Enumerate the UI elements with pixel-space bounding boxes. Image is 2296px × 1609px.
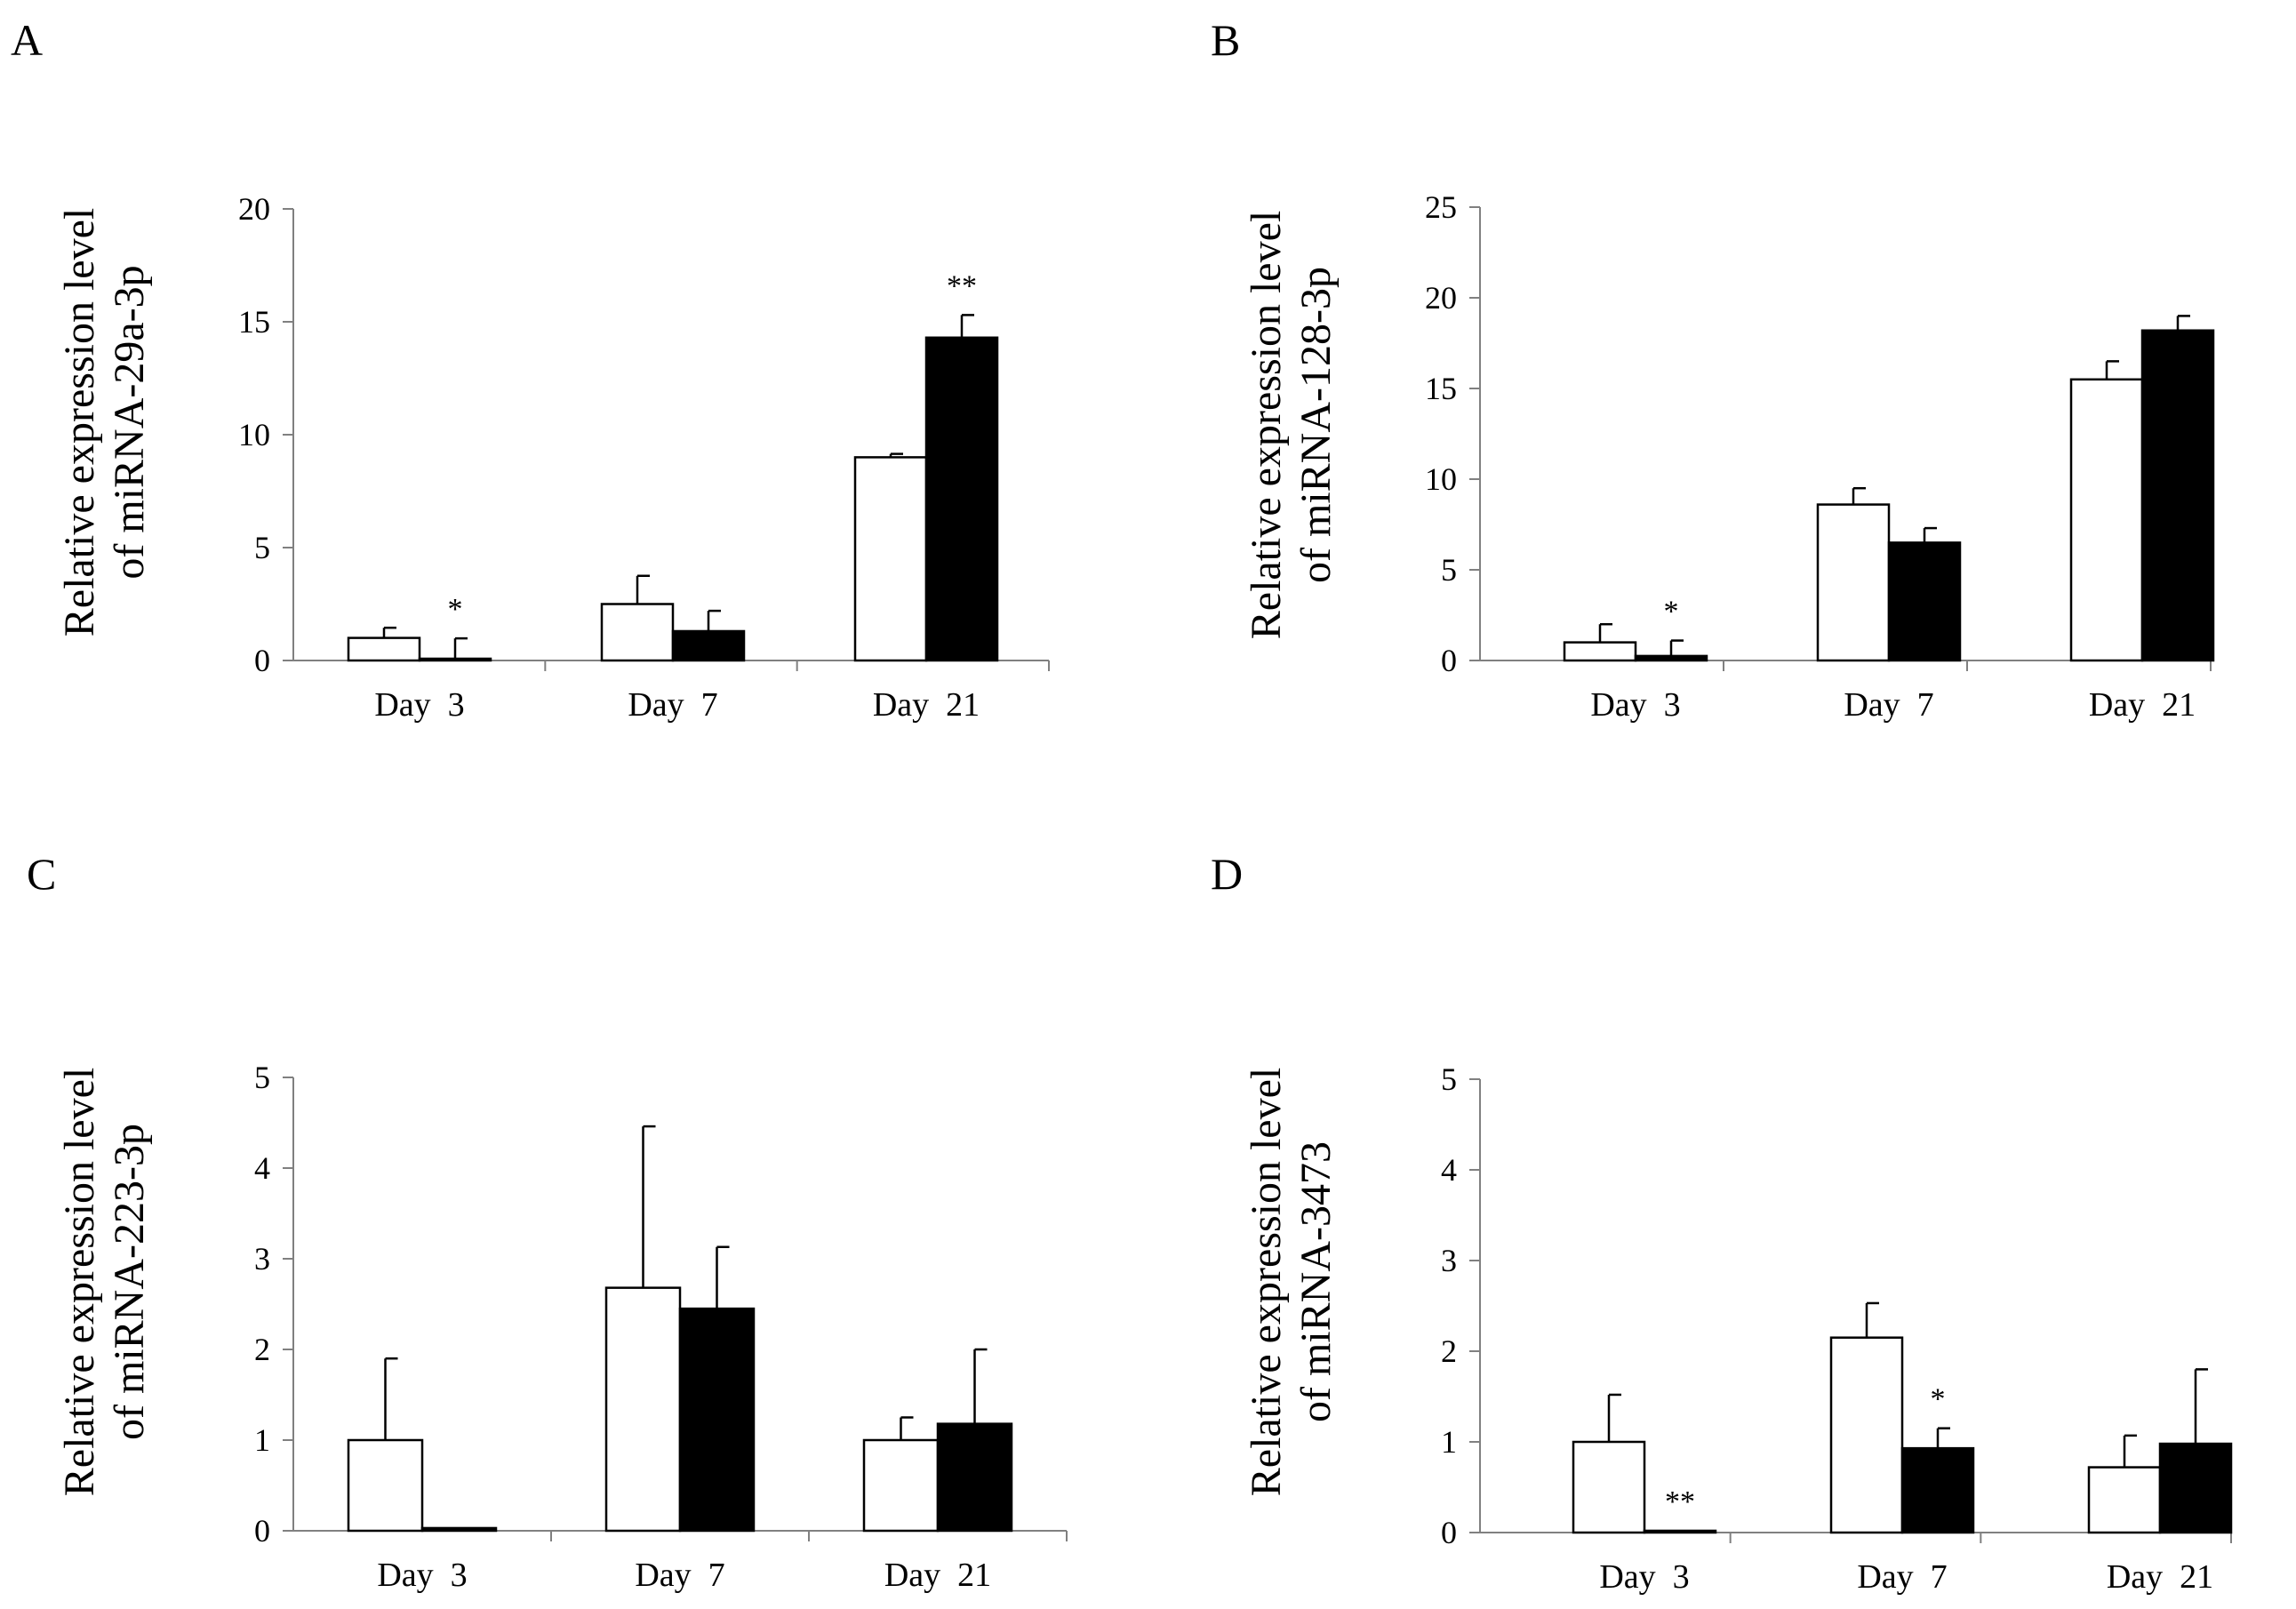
- y-tick-label: 1: [1441, 1424, 1457, 1460]
- x-category-label: Day 7: [1857, 1558, 1947, 1596]
- y-tick-label: 0: [254, 1513, 270, 1549]
- chart-panel-b: B Relative expression levelof miRNA-128-3…: [1211, 15, 2215, 724]
- y-axis-label-line: Relative expression level: [56, 1068, 103, 1497]
- x-category-label: Day 3: [377, 1557, 467, 1594]
- x-category-label: Day 21: [873, 686, 980, 724]
- y-tick-label: 15: [1425, 371, 1457, 406]
- bar-control-1: [1829, 1336, 1904, 1534]
- y-tick-label: 5: [254, 1060, 270, 1095]
- y-axis-label: Relative expression levelof miRNA-223-3p: [56, 1068, 153, 1497]
- chart-panel-a: A Relative expression levelof miRNA-29a-3…: [11, 15, 1050, 724]
- x-category-label: Day 3: [1599, 1558, 1689, 1596]
- significance-marker: *: [1931, 1383, 1946, 1416]
- bar-treated-0: [420, 1526, 498, 1533]
- y-tick-label: 4: [254, 1150, 270, 1186]
- panel-label: A: [11, 15, 43, 65]
- bar-treated-1: [1900, 1446, 1975, 1534]
- y-axis-label: Relative expression levelof miRNA-128-3p: [1243, 211, 1340, 640]
- bar-control-1: [1816, 503, 1891, 662]
- y-axis-label-line: Relative expression level: [1243, 211, 1290, 640]
- y-axis-label-line: of miRNA-3473: [1292, 1141, 1340, 1422]
- bar-control-1: [604, 1286, 682, 1533]
- bar-treated-2: [936, 1422, 1013, 1533]
- bar-treated-1: [671, 629, 746, 662]
- y-tick-label: 2: [254, 1332, 270, 1367]
- significance-marker: *: [1664, 596, 1679, 628]
- bar-control-2: [2087, 1466, 2162, 1534]
- bar-treated-0: [418, 657, 492, 662]
- bar-treated-0: [1643, 1529, 1717, 1534]
- bar-control-2: [853, 456, 928, 662]
- y-axis-label-line: of miRNA-223-3p: [106, 1124, 153, 1440]
- bar-control-1: [600, 603, 675, 662]
- bar-treated-2: [2158, 1442, 2233, 1534]
- bar-treated-2: [924, 336, 999, 662]
- x-category-label: Day 7: [628, 686, 717, 724]
- y-axis-label-line: Relative expression level: [56, 208, 103, 637]
- y-tick-label: 0: [1441, 643, 1457, 678]
- y-tick-label: 10: [1425, 461, 1457, 497]
- bar-control-2: [862, 1438, 940, 1533]
- chart-panel-c: C Relative expression levelof miRNA-223-3…: [27, 849, 1068, 1594]
- y-tick-label: 20: [238, 191, 270, 227]
- chart-panel-d: D Relative expression levelof miRNA-3473 0…: [1211, 849, 2233, 1596]
- x-category-label: Day 3: [1590, 686, 1680, 724]
- y-axis-label-line: of miRNA-128-3p: [1292, 267, 1340, 583]
- bar-treated-1: [678, 1307, 756, 1533]
- y-tick-label: 10: [238, 417, 270, 452]
- y-axis-label-line: Relative expression level: [1243, 1068, 1290, 1497]
- y-tick-label: 25: [1425, 189, 1457, 225]
- significance-marker: **: [1665, 1485, 1695, 1518]
- y-tick-label: 15: [238, 304, 270, 340]
- bar-control-0: [347, 1438, 424, 1533]
- panel-label: C: [27, 849, 56, 899]
- x-category-label: Day 7: [1844, 686, 1933, 724]
- x-category-label: Day 21: [884, 1557, 991, 1594]
- bar-treated-0: [1634, 654, 1708, 662]
- y-tick-label: 0: [254, 643, 270, 678]
- bar-control-0: [1572, 1440, 1646, 1534]
- significance-marker: **: [947, 269, 977, 302]
- bar-treated-2: [2140, 329, 2215, 662]
- y-tick-label: 5: [1441, 1061, 1457, 1097]
- x-category-label: Day 21: [2089, 686, 2196, 724]
- panel-label: B: [1211, 15, 1240, 65]
- y-tick-label: 1: [254, 1422, 270, 1458]
- y-axis-label: Relative expression levelof miRNA-3473: [1243, 1068, 1340, 1497]
- y-tick-label: 0: [1441, 1515, 1457, 1550]
- y-tick-label: 4: [1441, 1152, 1457, 1188]
- x-category-label: Day 7: [635, 1557, 724, 1594]
- y-tick-label: 3: [1441, 1243, 1457, 1278]
- bar-treated-1: [1887, 541, 1962, 662]
- y-tick-label: 20: [1425, 280, 1457, 316]
- bar-control-0: [1563, 641, 1637, 662]
- bar-control-2: [2069, 378, 2144, 662]
- significance-marker: *: [448, 593, 463, 626]
- y-tick-label: 2: [1441, 1333, 1457, 1369]
- y-axis-label: Relative expression levelof miRNA-29a-3p: [56, 208, 153, 637]
- y-tick-label: 5: [254, 530, 270, 565]
- y-axis-label-line: of miRNA-29a-3p: [106, 265, 153, 579]
- x-category-label: Day 3: [374, 686, 464, 724]
- panel-label: D: [1211, 849, 1243, 899]
- bar-control-0: [347, 636, 421, 662]
- y-tick-label: 3: [254, 1241, 270, 1277]
- x-category-label: Day 21: [2107, 1558, 2213, 1596]
- y-tick-label: 5: [1441, 552, 1457, 588]
